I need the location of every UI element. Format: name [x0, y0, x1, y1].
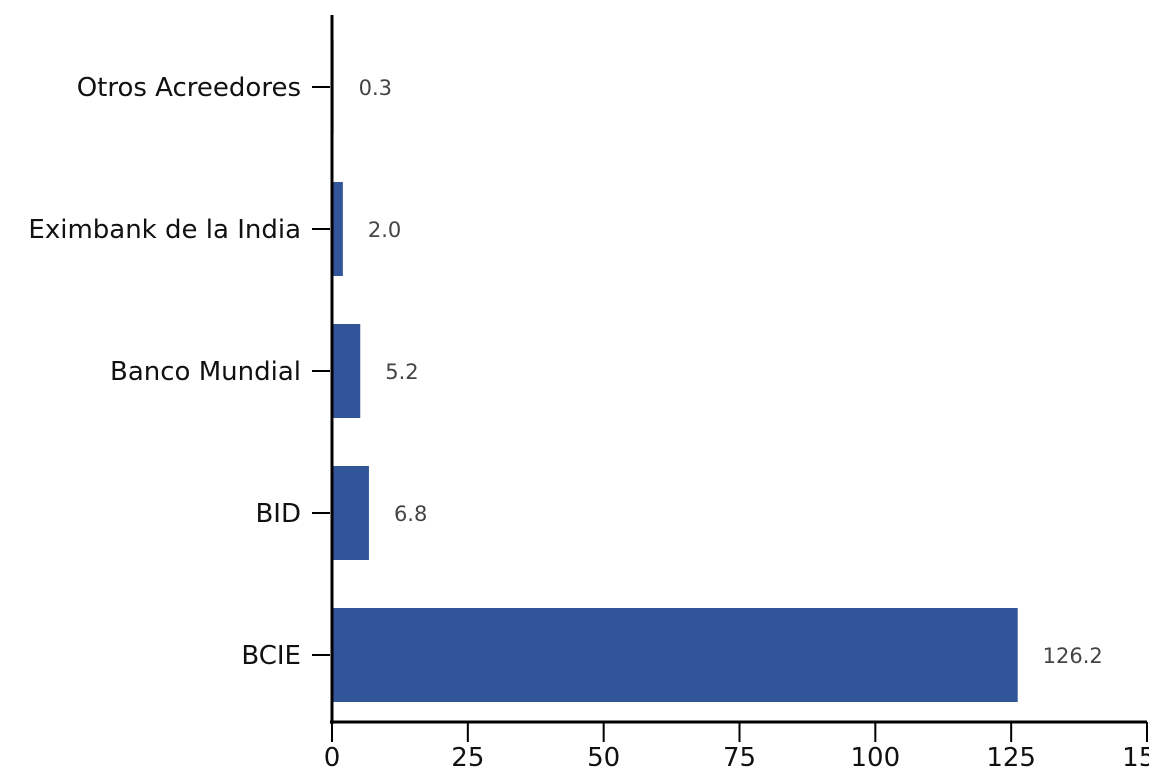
bar-bcie	[332, 608, 1018, 702]
value-label-eximbank-de-la-india: 2.0	[368, 218, 401, 242]
category-label-bid: BID	[255, 499, 301, 529]
bar-banco-mundial	[332, 324, 361, 418]
x-tick-label-50: 50	[587, 743, 620, 767]
value-label-banco-mundial: 5.2	[385, 360, 418, 384]
category-label-otros-acreedores: Otros Acreedores	[77, 73, 301, 103]
x-tick-label-100: 100	[851, 743, 901, 767]
x-tick-label-0: 0	[324, 743, 341, 767]
category-label-bcie: BCIE	[241, 641, 301, 671]
x-tick-label-25: 25	[451, 743, 484, 767]
x-tick-label-75: 75	[723, 743, 756, 767]
value-label-bcie: 126.2	[1043, 644, 1103, 668]
value-label-bid: 6.8	[394, 502, 427, 526]
bar-bid	[332, 466, 369, 560]
x-axis: 0 25 50 75 100 125 150	[324, 722, 1149, 767]
category-label-eximbank-de-la-india: Eximbank de la India	[28, 215, 301, 245]
x-tick-label-125: 125	[986, 743, 1036, 767]
bars-group	[332, 40, 1018, 702]
bar-eximbank-de-la-india	[332, 182, 343, 276]
value-labels-group: 0.3 2.0 5.2 6.8 126.2	[359, 76, 1103, 668]
y-axis: Otros Acreedores Eximbank de la India Banc…	[28, 73, 330, 671]
x-tick-label-150: 150	[1122, 743, 1149, 767]
category-label-banco-mundial: Banco Mundial	[110, 357, 301, 387]
value-label-otros-acreedores: 0.3	[359, 76, 392, 100]
